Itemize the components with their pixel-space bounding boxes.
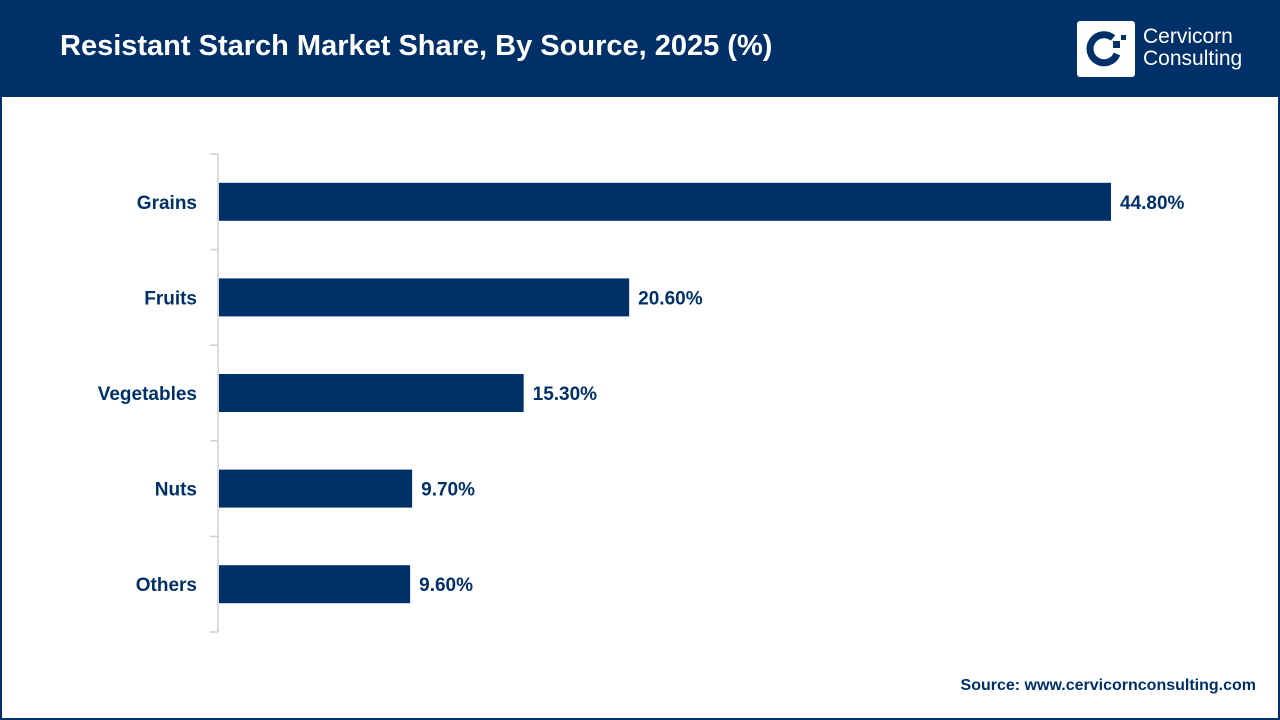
data-label: 15.30% xyxy=(533,384,598,405)
bar-nuts xyxy=(219,469,413,508)
category-label: Nuts xyxy=(155,480,197,501)
cervicorn-logo-icon xyxy=(1077,21,1135,77)
bar-fruits xyxy=(219,278,630,317)
logo-line1: Cervicorn xyxy=(1143,25,1233,48)
category-label: Grains xyxy=(137,193,197,214)
data-label: 9.70% xyxy=(421,480,475,501)
logo-line2: Consulting xyxy=(1143,47,1243,70)
source-note: Source: www.cervicornconsulting.com xyxy=(960,677,1256,694)
chart-title: Resistant Starch Market Share, By Source… xyxy=(60,30,773,62)
data-label: 20.60% xyxy=(638,288,703,309)
category-label: Fruits xyxy=(144,288,197,309)
logo-text: Cervicorn Consulting xyxy=(1143,26,1242,70)
header-bar: Resistant Starch Market Share, By Source… xyxy=(0,0,1280,97)
bar-others xyxy=(219,565,411,604)
bar-vegetables xyxy=(219,374,524,412)
bar-grains xyxy=(219,182,1111,221)
data-label: 44.80% xyxy=(1120,193,1185,214)
data-label: 9.60% xyxy=(419,575,473,596)
category-label: Others xyxy=(136,575,197,596)
category-label: Vegetables xyxy=(98,384,197,405)
